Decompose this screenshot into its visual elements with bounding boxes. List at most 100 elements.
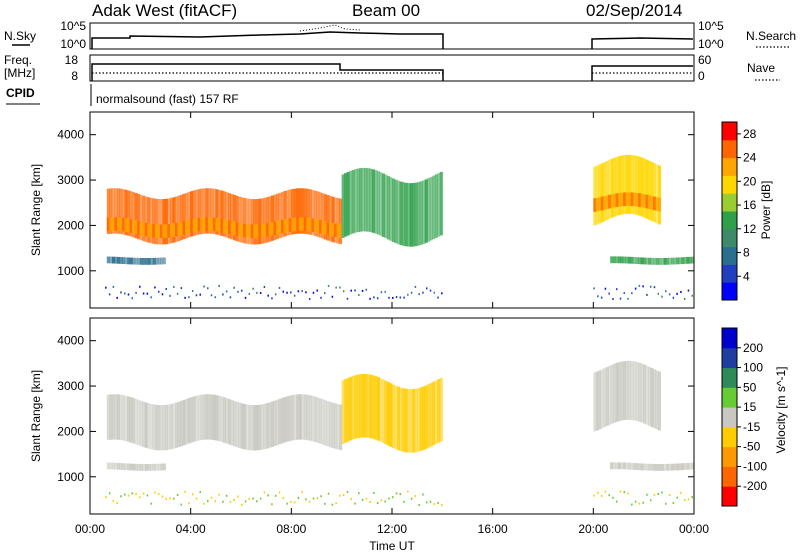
velocity-speckle [252, 497, 254, 500]
velocity-echo-cell [658, 464, 662, 471]
power-echo-core-cell [202, 217, 206, 231]
power-echo-cell [145, 258, 149, 265]
power-echo-core-cell [652, 196, 657, 211]
velocity-echo-cell [392, 384, 396, 449]
power-speckle [274, 293, 277, 296]
power-echo-core-cell [336, 223, 340, 238]
power-echo-cell [334, 197, 338, 243]
power-echo-cell [169, 197, 173, 244]
velocity-echo-cell [615, 462, 619, 470]
power-speckle [188, 296, 190, 299]
velocity-colorbar-tick-label: 200 [743, 341, 763, 355]
power-echo-core-cell [162, 224, 166, 239]
power-speckle [600, 296, 603, 299]
power-echo-core-cell [149, 223, 153, 238]
power-echo-cell [638, 257, 642, 265]
power-echo-core-cell [273, 221, 277, 236]
velocity-speckle [331, 503, 334, 506]
velocity-speckle [290, 500, 292, 503]
power-echo-core-cell [139, 221, 143, 236]
power-echo-cell [640, 257, 644, 265]
velocity-speckle [218, 493, 220, 496]
velocity-echo-cell [414, 388, 418, 453]
power-speckle [150, 296, 152, 299]
velocity-speckle [384, 500, 386, 503]
velocity-echo-cell [162, 405, 166, 451]
power-echo-core-cell [132, 219, 136, 234]
power-echo-cell [691, 256, 695, 264]
velocity-echo-cell [296, 394, 300, 440]
velocity-echo-cell [164, 404, 168, 451]
power-speckle [267, 294, 269, 297]
power-speckle [241, 289, 243, 292]
power-echo-core-cell [238, 222, 242, 237]
power-echo-cell [109, 188, 113, 234]
velocity-speckle [146, 494, 149, 497]
power-echo-cell [658, 258, 662, 265]
power-echo-cell [374, 170, 378, 234]
velocity-echo-cell [620, 462, 624, 470]
power-echo-cell [653, 257, 657, 265]
velocity-echo-cell [298, 394, 302, 440]
nsearch-label: N.Search [746, 29, 796, 43]
velocity-colorbar-segment [722, 446, 737, 467]
power-echo-core-cell [197, 217, 201, 232]
power-echo-core-cell [595, 197, 599, 212]
velocity-echo-cell [122, 463, 126, 471]
power-echo-cell [167, 198, 171, 244]
velocity-speckle [346, 491, 349, 494]
freq-panel: Freq. [MHz] 18 8 60 0 Nave [4, 53, 780, 83]
x-tick-label: 20:00 [578, 522, 608, 536]
nave-tick-low: 0 [698, 69, 705, 83]
velocity-echo-cell [210, 394, 214, 440]
power-y-tick-label: 1000 [57, 264, 84, 278]
velocity-speckle [131, 492, 134, 495]
power-echo-cell [160, 257, 164, 265]
power-echo-core-cell [250, 224, 254, 239]
power-speckle [191, 290, 194, 293]
power-echo-cell [397, 180, 401, 245]
power-speckle [342, 290, 345, 293]
velocity-echo-cell [159, 405, 163, 451]
velocity-echo-cell [645, 463, 649, 471]
velocity-echo-cell [638, 362, 642, 422]
velocity-echo-cell [225, 398, 229, 444]
velocity-speckle [161, 495, 164, 498]
velocity-speckle [301, 490, 303, 493]
velocity-echo-cell [205, 394, 209, 440]
velocity-echo-cell [195, 395, 199, 442]
power-echo-cell [615, 156, 619, 216]
power-echo-cell [635, 257, 639, 264]
velocity-echo-cell [169, 403, 173, 450]
velocity-echo-cell [640, 463, 644, 471]
velocity-echo-cell [605, 366, 609, 426]
velocity-echo-cell [374, 376, 378, 440]
velocity-speckle [286, 502, 288, 505]
velocity-echo-cell [331, 402, 335, 449]
velocity-speckle [676, 496, 678, 499]
power-echo-core-cell [116, 217, 120, 231]
velocity-echo-cell [655, 463, 659, 471]
power-speckle [350, 289, 352, 292]
power-speckle [316, 289, 318, 292]
velocity-speckle [342, 493, 345, 496]
velocity-echo-cell [638, 463, 642, 471]
velocity-echo-cell [126, 396, 130, 442]
power-echo-core-cell [172, 223, 176, 237]
power-speckle [373, 296, 375, 299]
velocity-speckle [327, 492, 330, 495]
velocity-echo-cell [610, 364, 614, 424]
velocity-echo-cell [600, 369, 604, 429]
power-speckle [369, 297, 371, 300]
power-colorbar-segment [722, 122, 737, 141]
velocity-echo-cell [137, 399, 141, 446]
power-echo-core-cell [190, 219, 194, 233]
power-speckle [339, 286, 341, 289]
power-echo-cell [384, 174, 388, 239]
velocity-speckle [297, 497, 300, 500]
power-echo-cell [630, 155, 634, 215]
velocity-echo-cell [432, 381, 436, 446]
power-echo-cell [273, 194, 277, 240]
power-echo-core-cell [657, 197, 661, 212]
velocity-speckle [195, 497, 198, 500]
